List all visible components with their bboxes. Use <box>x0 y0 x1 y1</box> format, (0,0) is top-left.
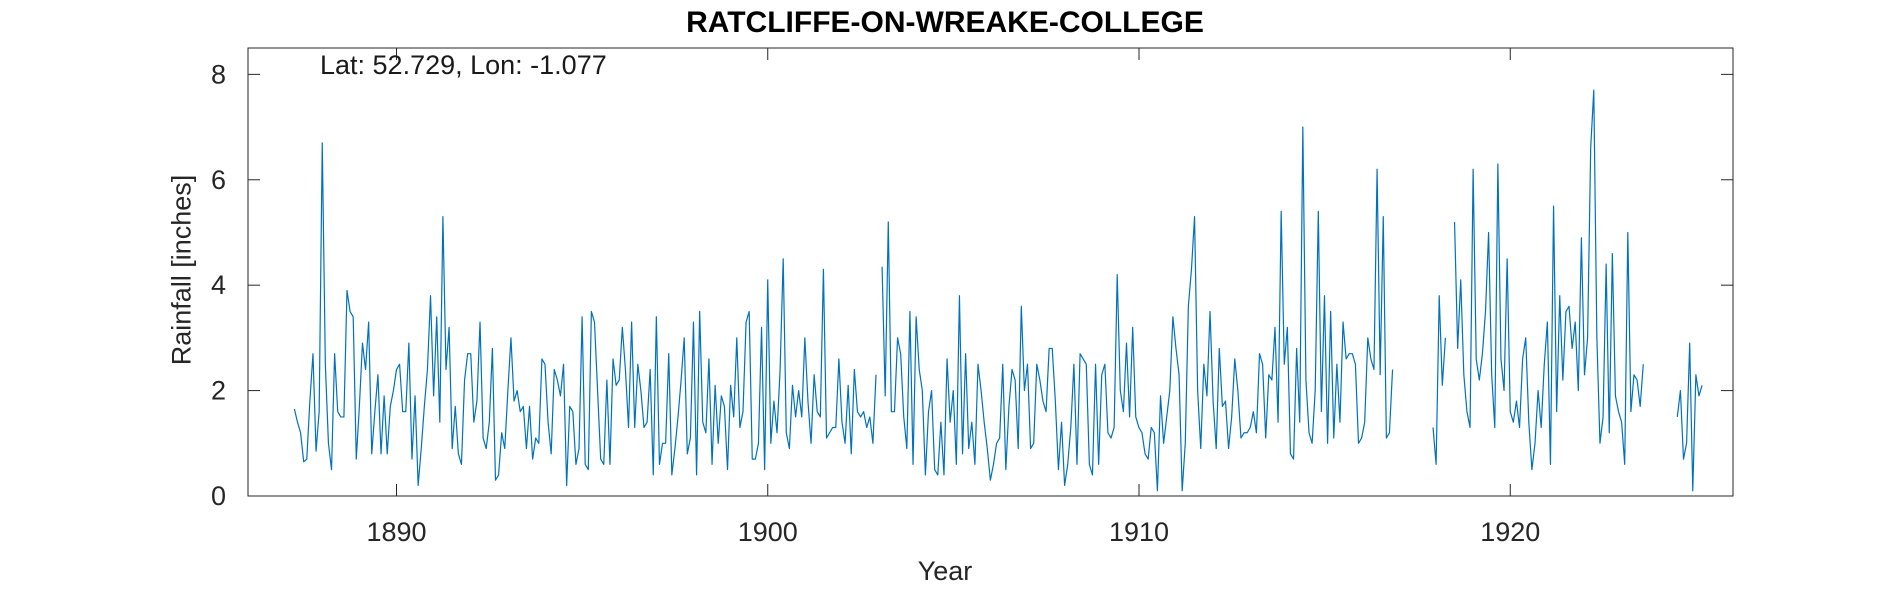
location-annotation: Lat: 52.729, Lon: -1.077 <box>320 50 607 80</box>
y-tick-label: 2 <box>211 376 226 406</box>
y-tick-label: 6 <box>211 165 226 195</box>
y-tick-label: 4 <box>211 270 226 300</box>
plot-area <box>247 47 1734 497</box>
x-tick-label: 1890 <box>366 517 426 547</box>
x-tick-label: 1910 <box>1109 517 1169 547</box>
rainfall-series-line <box>1453 89 1644 471</box>
rainfall-series-line <box>881 126 1394 492</box>
x-axis-label: Year <box>917 556 973 586</box>
plot-border <box>247 47 1734 497</box>
series-layer <box>293 89 1703 492</box>
rainfall-series-line <box>1676 342 1703 492</box>
x-tick-label: 1920 <box>1480 517 1540 547</box>
x-axis: 1890 1900 1910 1920 <box>366 48 1540 547</box>
x-tick-label: 1900 <box>738 517 798 547</box>
y-axis-label: Rainfall [inches] <box>166 174 197 366</box>
rainfall-series-line <box>293 142 877 487</box>
chart-title: RATCLIFFE-ON-WREAKE-COLLEGE <box>686 6 1204 39</box>
y-tick-label: 0 <box>211 481 226 511</box>
rainfall-series-line <box>1432 295 1446 465</box>
y-tick-label: 8 <box>211 59 226 89</box>
y-axis: 0 2 4 6 8 <box>211 59 1733 511</box>
